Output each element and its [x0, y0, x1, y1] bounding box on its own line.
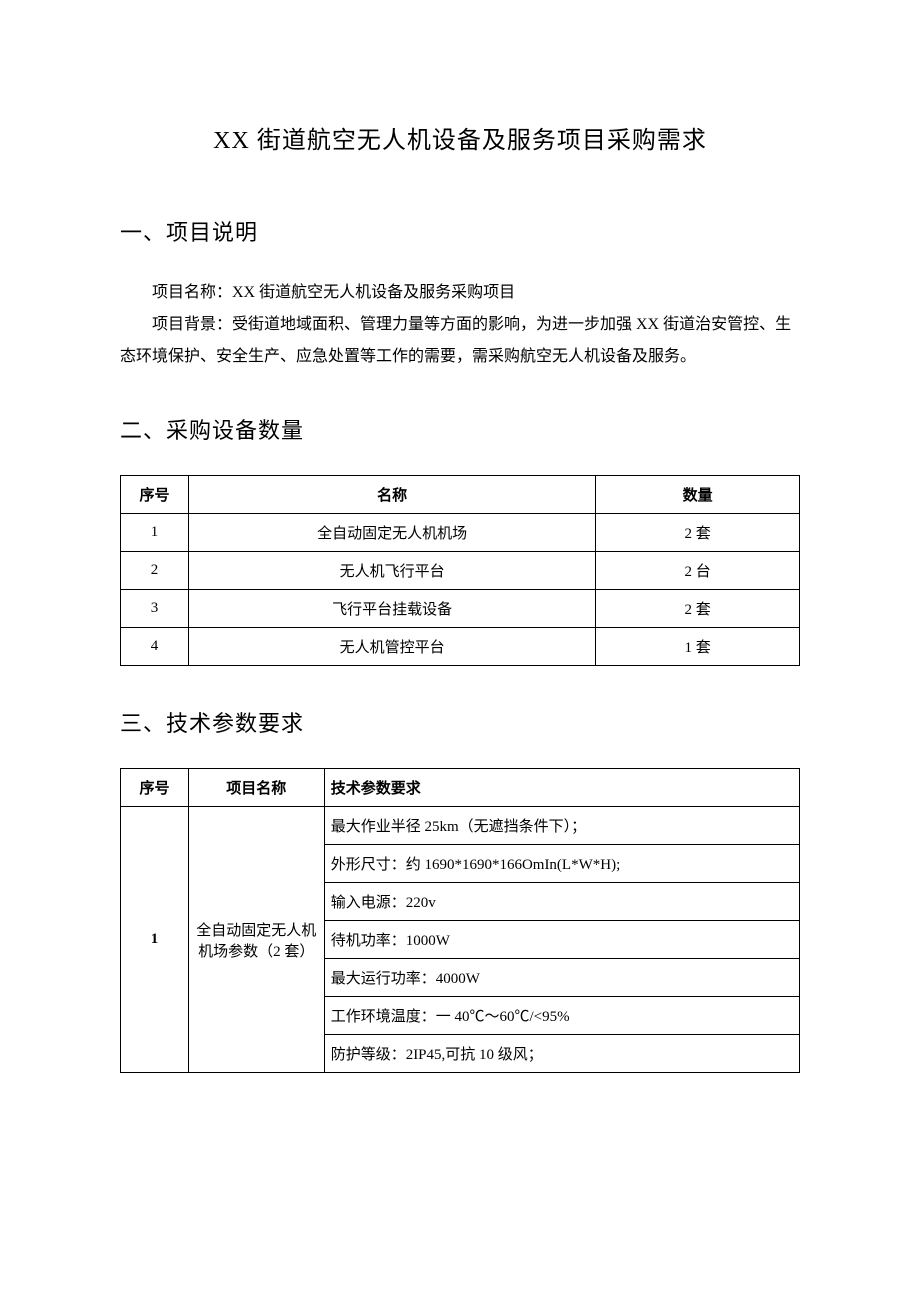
tech-spec-table: 序号 项目名称 技术参数要求 1 全自动固定无人机机场参数（2 套） 最大作业半… — [120, 768, 800, 1073]
col-header-seq: 序号 — [121, 769, 189, 807]
cell-seq: 1 — [121, 807, 189, 1073]
cell-name: 全自动固定无人机机场 — [188, 514, 595, 552]
col-header-seq: 序号 — [121, 476, 189, 514]
section-1-heading: 一、项目说明 — [120, 215, 800, 247]
section-1-body: 项目名称：XX 街道航空无人机设备及服务采购项目 项目背景：受街道地域面积、管理… — [120, 277, 800, 373]
cell-qty: 2 套 — [596, 590, 800, 628]
cell-spec: 输入电源：220v — [324, 883, 799, 921]
cell-spec: 防护等级：2IP45,可抗 10 级风； — [324, 1035, 799, 1073]
table-row: 4 无人机管控平台 1 套 — [121, 628, 800, 666]
table-header-row: 序号 项目名称 技术参数要求 — [121, 769, 800, 807]
cell-proj: 全自动固定无人机机场参数（2 套） — [188, 807, 324, 1073]
col-header-proj: 项目名称 — [188, 769, 324, 807]
cell-seq: 2 — [121, 552, 189, 590]
cell-spec: 外形尺寸：约 1690*1690*166OmIn(L*W*H); — [324, 845, 799, 883]
cell-name: 飞行平台挂载设备 — [188, 590, 595, 628]
section-2-heading: 二、采购设备数量 — [120, 413, 800, 445]
cell-seq: 3 — [121, 590, 189, 628]
cell-qty: 2 套 — [596, 514, 800, 552]
cell-seq: 4 — [121, 628, 189, 666]
cell-spec: 待机功率：1000W — [324, 921, 799, 959]
table-row: 2 无人机飞行平台 2 台 — [121, 552, 800, 590]
cell-spec: 工作环境温度：一 40℃～60℃/<95% — [324, 997, 799, 1035]
cell-spec: 最大作业半径 25km（无遮挡条件下）； — [324, 807, 799, 845]
cell-qty: 1 套 — [596, 628, 800, 666]
cell-spec: 最大运行功率：4000W — [324, 959, 799, 997]
table-row: 1 全自动固定无人机机场 2 套 — [121, 514, 800, 552]
project-name-line: 项目名称：XX 街道航空无人机设备及服务采购项目 — [120, 277, 800, 309]
project-background-line: 项目背景：受街道地域面积、管理力量等方面的影响，为进一步加强 XX 街道治安管控… — [120, 309, 800, 373]
equipment-table: 序号 名称 数量 1 全自动固定无人机机场 2 套 2 无人机飞行平台 2 台 … — [120, 475, 800, 666]
cell-seq: 1 — [121, 514, 189, 552]
col-header-qty: 数量 — [596, 476, 800, 514]
col-header-req: 技术参数要求 — [324, 769, 799, 807]
table-row: 3 飞行平台挂载设备 2 套 — [121, 590, 800, 628]
table-header-row: 序号 名称 数量 — [121, 476, 800, 514]
col-header-name: 名称 — [188, 476, 595, 514]
table-row: 1 全自动固定无人机机场参数（2 套） 最大作业半径 25km（无遮挡条件下）； — [121, 807, 800, 845]
cell-qty: 2 台 — [596, 552, 800, 590]
cell-name: 无人机管控平台 — [188, 628, 595, 666]
section-3-heading: 三、技术参数要求 — [120, 706, 800, 738]
document-title: XX 街道航空无人机设备及服务项目采购需求 — [120, 120, 800, 155]
cell-name: 无人机飞行平台 — [188, 552, 595, 590]
